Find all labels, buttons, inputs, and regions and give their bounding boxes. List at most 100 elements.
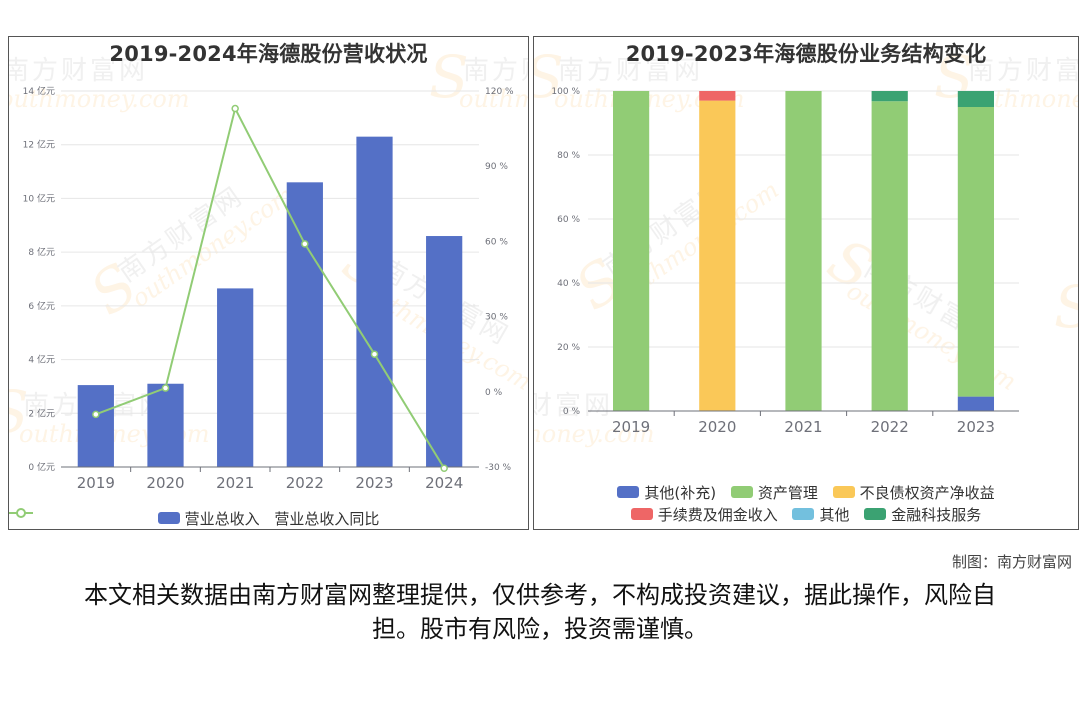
watermark-cn-text: 南方财富网 (558, 56, 703, 86)
watermark-cn-text: 南方财富网 (463, 56, 529, 86)
y-right-tick-label: 60 % (485, 237, 508, 247)
business-structure-chart-title: 2019-2023年海德股份业务结构变化 (625, 42, 987, 66)
legend-item-fees[interactable]: 手续费及佣金收入 (630, 504, 778, 526)
y-tick-label: 80 % (557, 151, 580, 161)
y-left-tick-label: 8 亿元 (28, 246, 55, 258)
legend-swatch-npa (832, 486, 855, 498)
revenue-chart-legend: 营业总收入 营业总收入同比 (9, 507, 528, 529)
y-left-tick-label: 4 亿元 (28, 354, 55, 366)
legend-swatch-other (792, 508, 815, 520)
yoy-point (370, 350, 379, 358)
chart-credit: 制图：南方财富网 (951, 553, 1072, 571)
legend-swatch-asset-mgmt (730, 486, 753, 498)
revenue-grid (61, 90, 479, 414)
revenue-bar (77, 385, 114, 467)
legend-item-yoy[interactable]: 营业总收入同比 (9, 508, 380, 530)
y-tick-label: 60 % (557, 215, 580, 225)
revenue-bar (356, 136, 393, 467)
legend-item-revenue[interactable]: 营业总收入 (157, 508, 260, 530)
watermark-en-text: outhmoney.com (9, 85, 190, 113)
x-tick-label: 2022 (871, 418, 909, 436)
watermark-cn-text: 南方财富网 (968, 56, 1079, 86)
x-tick-label: 2021 (784, 418, 822, 436)
legend-label-other: 其他 (819, 505, 850, 524)
disclaimer-text: 本文相关数据由南方财富网整理提供，仅供参考，不构成投资建议，据此操作，风险自担。… (84, 581, 996, 643)
watermark-en-text: outhmoney.com (459, 85, 529, 113)
yoy-line (95, 105, 446, 469)
x-tick-label: 2023 (355, 474, 393, 492)
legend-swatch-fintech (864, 508, 887, 520)
watermark-letter: S (9, 378, 29, 446)
x-tick-label: 2024 (425, 474, 463, 492)
stacked-bar-segment (699, 100, 736, 411)
legend-label-npa: 不良债权资产净收益 (859, 483, 995, 502)
legend-swatch-revenue (157, 512, 180, 524)
y-right-tick-label: 120 % (485, 87, 514, 97)
y-right-tick-label: 90 % (485, 162, 508, 172)
legend-swatch-other-supp (617, 486, 640, 498)
x-tick-label: 2019 (612, 418, 650, 436)
yoy-point (161, 384, 170, 392)
legend-swatch-fees (630, 508, 653, 520)
stacked-bar-segment (699, 91, 736, 101)
legend-item-fintech[interactable]: 金融科技服务 (864, 504, 981, 526)
x-tick-label: 2021 (216, 474, 254, 492)
business-structure-chart-svg: S南方财富网outhmoney.comS南方财富网outhmoney.comS南… (534, 43, 1079, 448)
revenue-chart-panel: S南方财富网outhmoney.comS南方财富网outhmoney.comS南… (8, 36, 529, 530)
x-tick-label: 2020 (698, 418, 736, 436)
yoy-point (231, 104, 239, 113)
legend-label-yoy: 营业总收入同比 (274, 509, 380, 528)
yoy-point (440, 464, 448, 473)
watermark-letter: S (534, 43, 564, 111)
y-left-tick-label: 2 亿元 (28, 407, 55, 419)
x-tick-label: 2020 (146, 474, 184, 492)
revenue-bar (426, 236, 463, 467)
business-structure-chart-legend: 其他(补充) 资产管理 不良债权资产净收益 手续费及佣金收入 其他 金融科技服务 (534, 481, 1078, 525)
watermark-letter: S (429, 43, 469, 111)
watermark-cn-text: 南方财富网 (9, 56, 148, 86)
x-tick-label: 2019 (77, 474, 115, 492)
watermark-en-text: outhmoney.com (534, 420, 655, 448)
y-right-tick-label: 0 % (485, 388, 503, 398)
stacked-bar-segment (871, 91, 908, 102)
stacked-bar-segment (957, 91, 995, 107)
revenue-chart-title: 2019-2024年海德股份营收状况 (109, 42, 428, 66)
y-left-tick-label: 0 亿元 (28, 461, 55, 473)
revenue-bar (286, 182, 323, 468)
yoy-point (92, 410, 100, 419)
stacked-bar-segment (957, 107, 995, 397)
legend-item-other-supp[interactable]: 其他(补充) (617, 482, 716, 504)
revenue-bar (147, 383, 184, 467)
y-left-tick-label: 14 亿元 (23, 85, 55, 97)
stacked-bar-segment (785, 91, 822, 411)
y-tick-label: 20 % (557, 343, 580, 353)
stacked-bar-segment (957, 396, 995, 411)
stacked-bar-segment (871, 101, 908, 412)
y-tick-label: 40 % (557, 279, 580, 289)
legend-item-npa[interactable]: 不良债权资产净收益 (832, 482, 995, 504)
legend-label-asset-mgmt: 资产管理 (757, 483, 818, 502)
watermark-cn-text: 南方财富网 (534, 391, 613, 421)
legend-item-asset-mgmt[interactable]: 资产管理 (730, 482, 818, 504)
x-tick-label: 2023 (957, 418, 995, 436)
y-tick-label: 100 % (551, 87, 580, 97)
y-left-tick-label: 10 亿元 (23, 192, 55, 204)
legend-label-revenue: 营业总收入 (184, 509, 260, 528)
legend-label-fees: 手续费及佣金收入 (657, 505, 778, 524)
y-tick-label: 0 % (563, 407, 581, 417)
watermark-letter: S (1054, 273, 1079, 341)
yoy-point (301, 240, 309, 248)
y-right-tick-label: 30 % (485, 313, 508, 323)
legend-swatch-yoy (9, 508, 33, 518)
revenue-chart-svg: S南方财富网outhmoney.comS南方财富网outhmoney.comS南… (9, 43, 529, 492)
legend-item-other[interactable]: 其他 (792, 504, 850, 526)
business-structure-chart-panel: S南方财富网outhmoney.comS南方财富网outhmoney.comS南… (533, 36, 1079, 530)
y-right-tick-label: -30 % (485, 463, 512, 473)
x-tick-label: 2022 (286, 474, 324, 492)
stacked-bar-segment (612, 91, 650, 411)
